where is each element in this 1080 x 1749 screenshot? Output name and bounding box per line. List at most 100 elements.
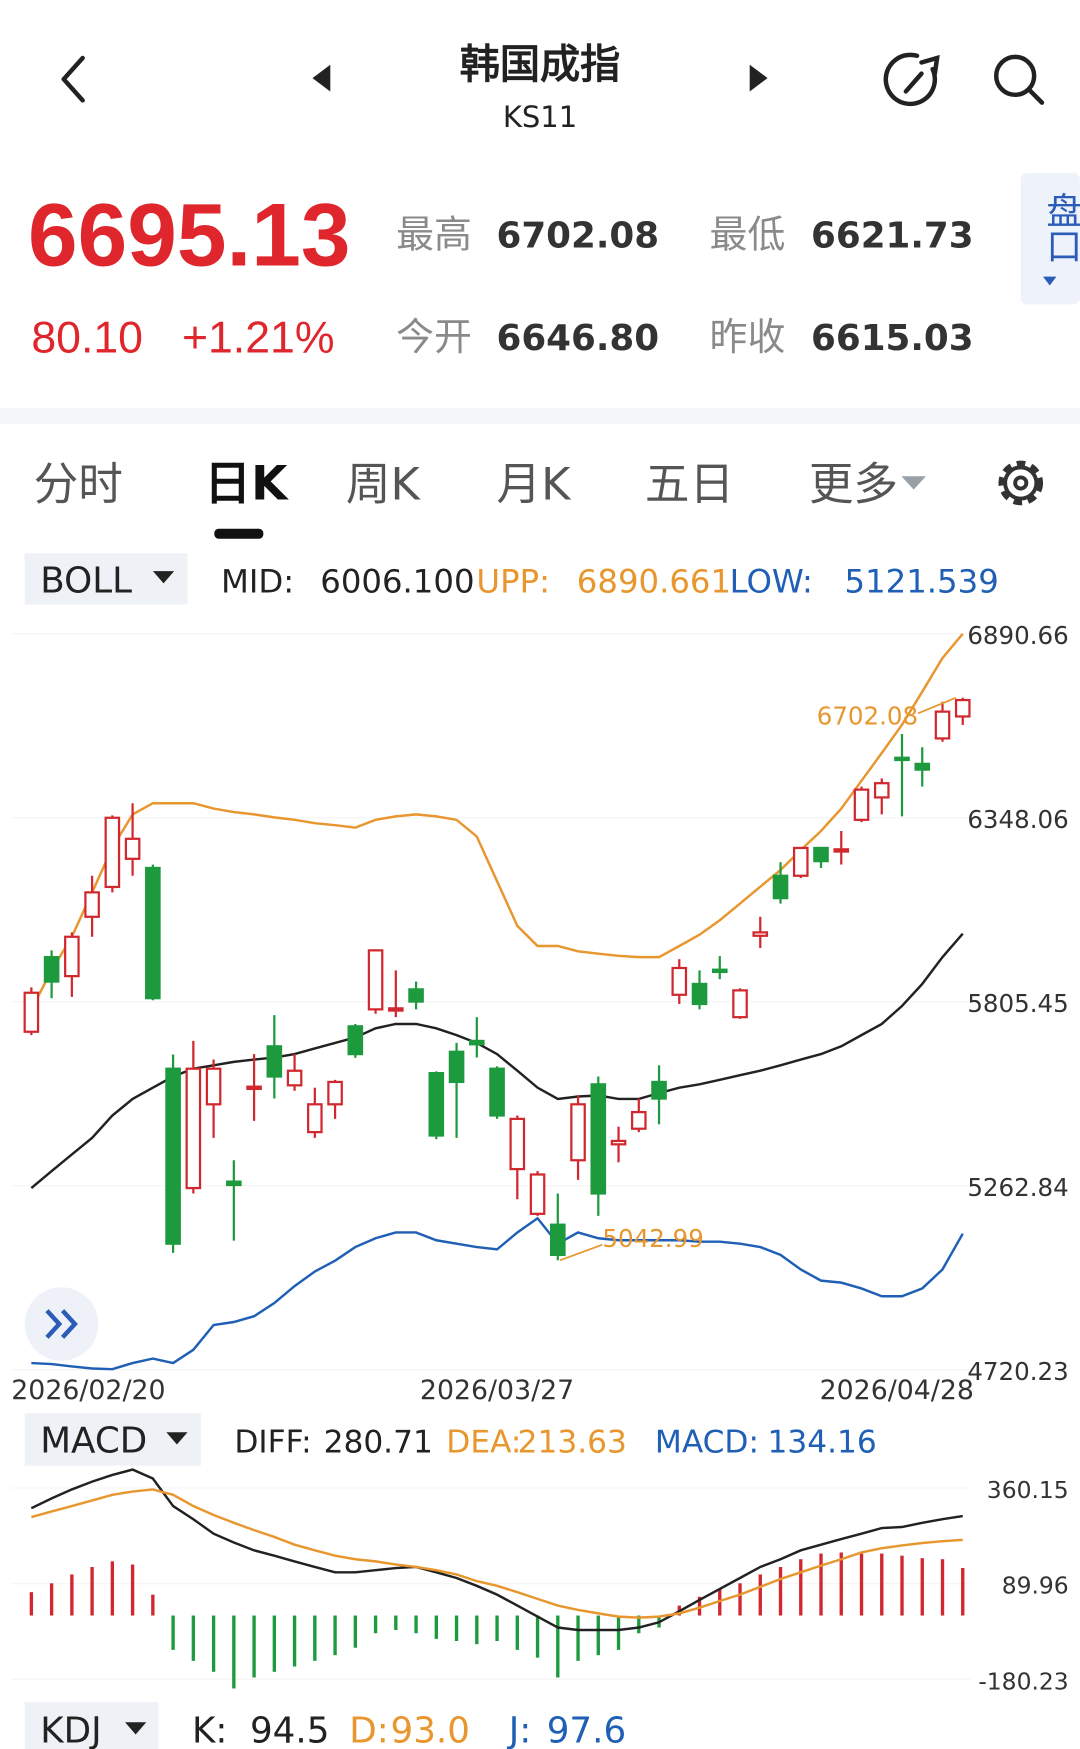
selector-arrow [166,1432,188,1445]
macd-bar [859,1553,864,1616]
tab[interactable]: 更多 [809,459,898,511]
candle-body [124,837,141,860]
next-index[interactable] [749,64,768,92]
candle-body [43,956,60,983]
back-button[interactable] [61,55,85,103]
indicator-name: KDJ [40,1710,101,1749]
indicator-value: 93.0 [391,1710,470,1749]
candle-body [165,1067,181,1245]
refresh-arc [883,52,938,107]
settings-button[interactable] [998,460,1044,506]
macd-bar [151,1594,155,1616]
refresh-line [903,71,924,94]
change-percent: +1.21% [182,313,335,362]
candle-body [610,1139,627,1146]
macd-bar [535,1615,540,1658]
macd-bar [940,1559,945,1616]
candle-body [529,1173,546,1215]
macd-bar [454,1615,459,1642]
macd-bar [596,1615,600,1656]
search-circle [993,54,1037,98]
search-handle [1027,88,1045,105]
x-tick-label: 2026/03/27 [420,1375,574,1406]
refresh-button[interactable] [883,52,940,107]
indicator-line [31,1488,963,1619]
candle-body [752,931,769,937]
candle-body [226,1180,242,1187]
candle-body [388,1007,404,1012]
indicator-label: D: [349,1710,389,1749]
candle-body [873,782,890,799]
more-arrow [901,476,926,490]
macd-bar [475,1615,479,1645]
y-tick-label: 5262.84 [967,1173,1068,1202]
min-annotation: 5042.99 [602,1224,703,1253]
macd-bar [394,1615,398,1631]
expand-chevron [45,1309,63,1339]
candle-body [185,1067,202,1190]
indicator-selector[interactable] [24,1413,201,1466]
indicator-value: 5121.539 [845,562,999,600]
candle-body [84,891,100,918]
y-tick-label: 89.96 [1002,1572,1069,1600]
candle-body [266,1045,283,1078]
candle-body [954,698,971,718]
macd-bar [232,1615,236,1689]
annotation-pointer [559,1243,603,1262]
refresh-arrow [919,54,940,76]
macd-bar [738,1583,742,1616]
tab[interactable]: 周K [346,459,422,511]
field-label: 最低 [710,213,786,257]
macd-bar [556,1615,560,1678]
y-tick-label: 5805.45 [967,989,1068,1018]
indicator-value: 6006.100 [320,562,474,600]
candle-body [367,949,384,1011]
tab-active[interactable]: 日K [204,458,289,512]
macd-bar [637,1615,641,1634]
expand-chevron [60,1309,78,1339]
macd-bar [70,1574,74,1616]
expand-button[interactable] [24,1287,99,1361]
macd-bar [49,1583,54,1616]
tab[interactable]: 分时 [34,459,123,511]
side-tab-arrow [1043,276,1057,286]
y-tick-label: 6348.06 [967,805,1068,834]
selector-arrow [125,1722,147,1735]
candle-body [205,1067,222,1106]
candle-body [469,1039,485,1046]
macd-bar [697,1596,702,1616]
indicator-label: K: [192,1710,227,1749]
macd-bar [576,1615,580,1661]
prev-index[interactable] [312,64,331,92]
macd-bar [495,1615,499,1642]
y-tick-label: 6890.66 [967,621,1068,650]
candle-body [509,1117,526,1171]
tab[interactable]: 五日 [645,459,734,511]
indicator-value: 97.6 [547,1710,626,1749]
macd-bar [819,1553,823,1616]
candle-body [408,988,424,1003]
candle-body [327,1080,343,1106]
macd-bar [900,1555,904,1616]
candle-body [448,1050,465,1084]
indicator-value: 94.5 [250,1710,329,1749]
candle-body [813,846,829,863]
max-annotation: 6702.08 [817,701,918,730]
search-button[interactable] [993,54,1045,105]
candle-body [104,816,121,889]
macd-bar [130,1564,135,1616]
price: 6695.13 [28,184,351,284]
gear-teeth [998,460,1044,506]
x-tick-label: 2026/02/20 [11,1375,165,1406]
candle-body [23,991,40,1033]
macd-bar [799,1559,803,1616]
macd-bar [252,1615,256,1678]
macd-bar [434,1615,438,1639]
macd-bar [171,1615,175,1650]
candle-body [651,1080,667,1100]
macd-bar [839,1552,843,1616]
side-tab[interactable] [1020,172,1080,305]
candle-body [853,788,870,821]
tab[interactable]: 月K [496,459,572,511]
